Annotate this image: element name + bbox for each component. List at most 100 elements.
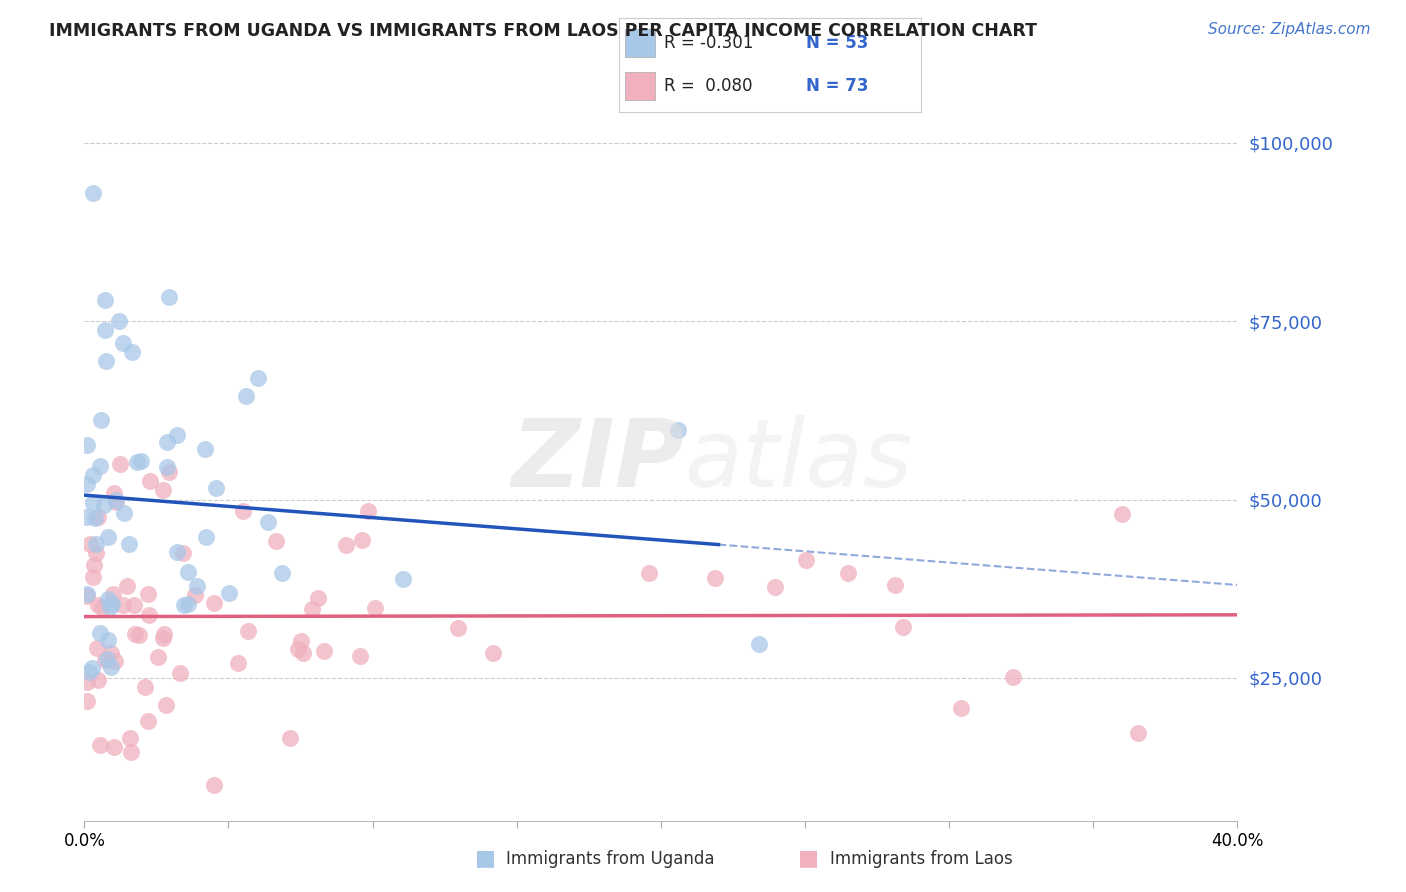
- Point: [172, 546, 194, 560]
- Text: ZIP: ZIP: [510, 415, 683, 507]
- Point: [139, 475, 162, 489]
- Point: [89, 738, 111, 752]
- Point: [166, 428, 188, 442]
- Point: [84, 511, 107, 525]
- Point: [257, 515, 280, 529]
- Point: [278, 731, 301, 745]
- Point: [125, 455, 148, 469]
- Point: [202, 596, 225, 610]
- Text: R =  0.080: R = 0.080: [664, 78, 752, 95]
- Text: IMMIGRANTS FROM UGANDA VS IMMIGRANTS FROM LAOS PER CAPITA INCOME CORRELATION CHA: IMMIGRANTS FROM UGANDA VS IMMIGRANTS FRO…: [49, 22, 1038, 40]
- Point: [120, 745, 142, 759]
- Point: [184, 588, 207, 602]
- Point: [447, 621, 470, 635]
- Point: [93, 293, 115, 307]
- Point: [97, 592, 120, 607]
- Point: [763, 580, 786, 594]
- Point: [87, 673, 110, 687]
- Text: Source: ZipAtlas.com: Source: ZipAtlas.com: [1208, 22, 1371, 37]
- Point: [264, 533, 287, 548]
- Point: [891, 620, 914, 634]
- Text: ■: ■: [475, 848, 495, 868]
- Point: [666, 423, 689, 437]
- FancyBboxPatch shape: [624, 29, 655, 57]
- Point: [152, 483, 174, 497]
- Point: [89, 626, 111, 640]
- Point: [157, 465, 180, 479]
- Point: [90, 599, 112, 614]
- Point: [153, 626, 176, 640]
- Point: [105, 493, 128, 508]
- Point: [1126, 725, 1149, 739]
- Point: [94, 653, 117, 667]
- Point: [82, 496, 104, 510]
- Point: [235, 389, 257, 403]
- Point: [146, 650, 169, 665]
- Text: Immigrants from Uganda: Immigrants from Uganda: [506, 850, 714, 868]
- Point: [352, 533, 374, 547]
- Point: [96, 353, 118, 368]
- Point: [884, 577, 907, 591]
- Point: [287, 641, 309, 656]
- Point: [312, 644, 335, 658]
- Point: [76, 589, 98, 603]
- Point: [134, 680, 156, 694]
- Point: [86, 640, 108, 655]
- Point: [124, 627, 146, 641]
- Text: ■: ■: [799, 848, 818, 868]
- FancyBboxPatch shape: [624, 72, 655, 100]
- Point: [357, 504, 380, 518]
- Point: [76, 675, 98, 690]
- Point: [76, 510, 98, 524]
- Point: [117, 579, 139, 593]
- Point: [111, 336, 134, 351]
- Point: [794, 552, 817, 566]
- Point: [98, 599, 121, 614]
- Point: [84, 537, 107, 551]
- Point: [83, 558, 105, 572]
- Point: [271, 566, 294, 581]
- Point: [152, 631, 174, 645]
- Point: [193, 442, 215, 456]
- Point: [177, 597, 200, 611]
- Point: [76, 438, 98, 452]
- Point: [837, 566, 859, 581]
- Point: [128, 628, 150, 642]
- Point: [290, 633, 312, 648]
- Point: [100, 659, 122, 673]
- Point: [136, 714, 159, 728]
- Point: [194, 529, 217, 543]
- Point: [121, 345, 143, 359]
- Text: N = 53: N = 53: [806, 34, 869, 52]
- Point: [112, 506, 135, 520]
- Point: [156, 459, 179, 474]
- Point: [156, 434, 179, 449]
- Point: [118, 537, 141, 551]
- Point: [129, 454, 152, 468]
- Point: [104, 654, 127, 668]
- Text: atlas: atlas: [683, 416, 912, 507]
- Point: [169, 665, 191, 680]
- Point: [79, 665, 101, 679]
- Point: [349, 648, 371, 663]
- Point: [949, 700, 972, 714]
- Point: [247, 371, 270, 385]
- Point: [703, 571, 725, 585]
- Point: [638, 566, 661, 580]
- Point: [392, 572, 415, 586]
- Point: [93, 498, 115, 512]
- Point: [76, 477, 98, 491]
- Point: [364, 601, 387, 615]
- Point: [90, 412, 112, 426]
- Point: [205, 481, 228, 495]
- Point: [82, 570, 104, 584]
- Point: [97, 632, 120, 647]
- Point: [94, 322, 117, 336]
- Point: [307, 591, 329, 605]
- Point: [101, 597, 124, 611]
- Point: [96, 652, 118, 666]
- Point: [218, 586, 240, 600]
- Point: [118, 731, 141, 745]
- Point: [86, 598, 108, 612]
- Point: [748, 637, 770, 651]
